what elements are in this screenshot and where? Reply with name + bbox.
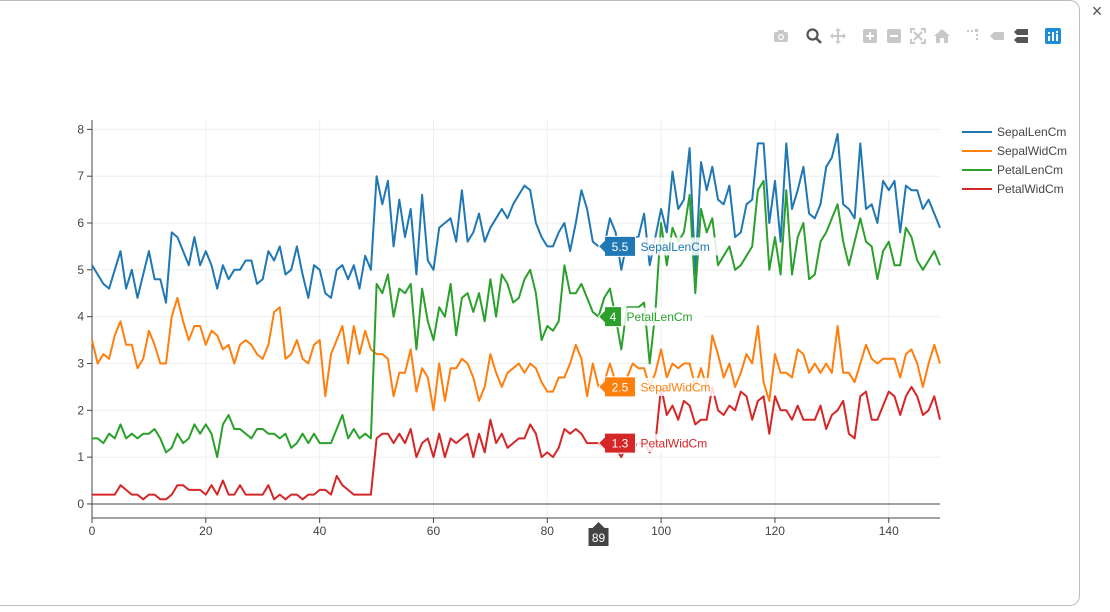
hover-name-bg (622, 307, 705, 326)
hover-value: 5.5 (612, 240, 629, 254)
zoom-in-icon[interactable] (861, 27, 879, 45)
legend-item-SepalLenCm[interactable]: SepalLenCm (962, 125, 1066, 139)
close-icon[interactable]: × (1091, 1, 1103, 21)
legend-item-SepalWidCm[interactable]: SepalWidCm (962, 144, 1067, 158)
reset-axes-icon[interactable] (933, 27, 951, 45)
hover-closest-icon[interactable] (988, 27, 1006, 45)
y-tick-label: 6 (77, 216, 84, 230)
hover-name-bg (636, 237, 719, 256)
zoom-icon[interactable] (805, 27, 823, 45)
legend-label: PetalWidCm (997, 182, 1064, 196)
hover-compare-icon[interactable] (1012, 27, 1030, 45)
hover-label-SepalWidCm: 2.5 SepalWidCm (597, 376, 719, 398)
hover-label-PetalLenCm: 4 PetalLenCm (597, 306, 705, 328)
hover-series-name: SepalLenCm (641, 240, 710, 254)
hover-name-bg (636, 377, 719, 396)
hover-series-name: PetalLenCm (627, 310, 693, 324)
camera-icon[interactable] (772, 27, 790, 45)
y-tick-label: 5 (77, 263, 84, 277)
x-tick-label: 20 (199, 524, 213, 538)
y-tick-label: 2 (77, 403, 84, 417)
legend-label: SepalWidCm (997, 144, 1067, 158)
series-line-PetalWidCm[interactable] (92, 385, 941, 501)
grid-lines (92, 120, 940, 518)
chart-panel (0, 0, 1080, 606)
y-tick-label: 1 (77, 450, 84, 464)
spikelines-icon[interactable] (964, 27, 982, 45)
y-tick-label: 8 (77, 122, 84, 136)
hover-value-box (597, 306, 623, 328)
x-tick-label: 0 (89, 524, 96, 538)
plotly-logo-icon[interactable] (1044, 27, 1062, 45)
legend-item-PetalLenCm[interactable]: PetalLenCm (962, 163, 1063, 177)
pan-icon[interactable] (829, 27, 847, 45)
series-line-SepalLenCm[interactable] (91, 133, 941, 304)
zoom-out-icon[interactable] (885, 27, 903, 45)
y-tick-label: 4 (77, 310, 84, 324)
hover-x-value: 89 (592, 531, 606, 545)
y-tick-label: 3 (77, 356, 84, 370)
hover-value-box (597, 235, 637, 257)
y-tick-label: 7 (77, 169, 84, 183)
hover-value: 2.5 (612, 380, 629, 394)
hover-value-box (597, 432, 637, 454)
hover-labels: 5.5 SepalLenCm 2.5 SepalWidCm 4 PetalLenCm 1.3… (588, 235, 719, 546)
series-lines (91, 133, 941, 501)
hover-label-PetalWidCm: 1.3 PetalWidCm (597, 432, 719, 454)
x-tick-label: 80 (541, 524, 555, 538)
hover-x-box (588, 522, 609, 546)
y-tick-label: 0 (77, 497, 84, 511)
x-tick-label: 100 (651, 524, 671, 538)
legend-label: PetalLenCm (997, 163, 1063, 177)
series-line-PetalLenCm[interactable] (92, 179, 941, 459)
legend: SepalLenCm SepalWidCm PetalLenCm PetalWidCm (962, 125, 1067, 196)
legend-label: SepalLenCm (997, 125, 1066, 139)
hover-label-SepalLenCm: 5.5 SepalLenCm (597, 235, 719, 257)
x-tick-label: 140 (879, 524, 899, 538)
x-tick-label: 120 (765, 524, 785, 538)
x-tick-label: 40 (313, 524, 327, 538)
hover-value-box (597, 376, 637, 398)
hover-value: 1.3 (612, 437, 629, 451)
hover-name-bg (636, 434, 719, 453)
hover-x-label: 89 (588, 522, 609, 546)
x-tick-label: 60 (427, 524, 441, 538)
hover-series-name: PetalWidCm (641, 437, 708, 451)
legend-item-PetalWidCm[interactable]: PetalWidCm (962, 182, 1064, 196)
axes: 0 20 40 60 80 100 120 140 0 1 2 3 4 5 6 7 8 (77, 120, 940, 538)
series-line-SepalWidCm[interactable] (91, 296, 941, 412)
hover-value: 4 (610, 310, 617, 324)
hover-series-name: SepalWidCm (641, 380, 711, 394)
autoscale-icon[interactable] (909, 27, 927, 45)
